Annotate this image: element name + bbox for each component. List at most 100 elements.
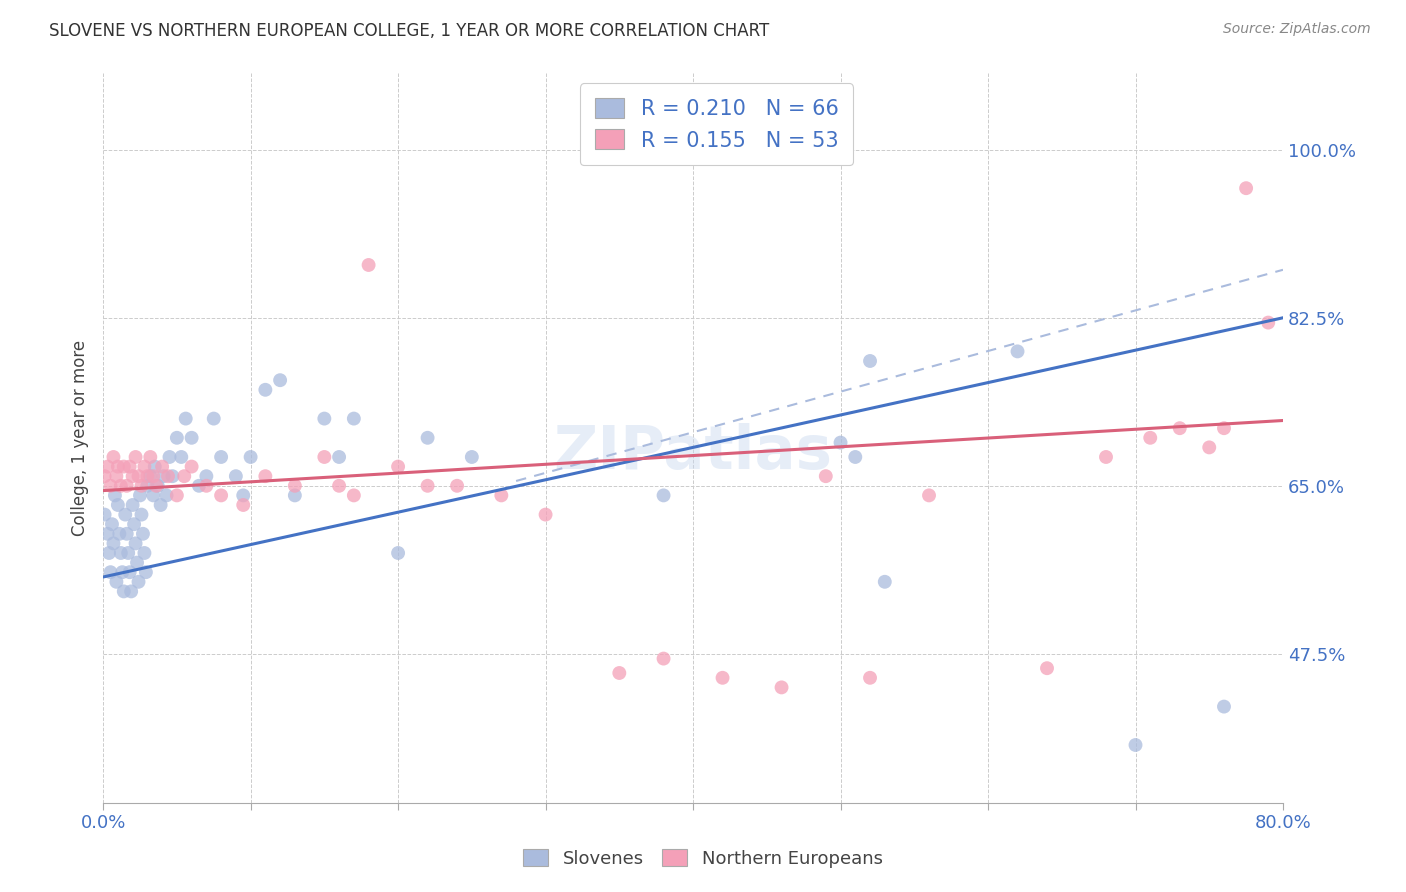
- Point: [115, 479, 138, 493]
- Point: [170, 450, 193, 464]
- Point: [108, 526, 131, 541]
- Point: [1168, 421, 1191, 435]
- Point: [139, 450, 162, 464]
- Point: [112, 584, 135, 599]
- Point: [120, 584, 142, 599]
- Point: [1036, 661, 1059, 675]
- Point: [1007, 344, 1029, 359]
- Point: [607, 665, 630, 680]
- Point: [100, 565, 122, 579]
- Point: [254, 383, 277, 397]
- Point: [1095, 450, 1118, 464]
- Point: [104, 488, 127, 502]
- Point: [149, 498, 172, 512]
- Point: [157, 469, 180, 483]
- Point: [652, 651, 675, 665]
- Point: [343, 411, 366, 425]
- Point: [124, 536, 146, 550]
- Point: [146, 479, 169, 493]
- Point: [284, 488, 307, 502]
- Point: [284, 479, 307, 493]
- Point: [1213, 421, 1236, 435]
- Point: [314, 411, 336, 425]
- Point: [93, 508, 115, 522]
- Point: [232, 498, 254, 512]
- Point: [1198, 441, 1220, 455]
- Point: [830, 435, 852, 450]
- Point: [711, 671, 734, 685]
- Point: [107, 498, 129, 512]
- Point: [129, 488, 152, 502]
- Point: [134, 546, 156, 560]
- Point: [328, 450, 350, 464]
- Point: [814, 469, 837, 483]
- Point: [844, 450, 866, 464]
- Legend: R = 0.210   N = 66, R = 0.155   N = 53: R = 0.210 N = 66, R = 0.155 N = 53: [581, 83, 853, 165]
- Point: [173, 469, 195, 483]
- Point: [101, 517, 124, 532]
- Point: [105, 574, 128, 589]
- Point: [125, 556, 148, 570]
- Point: [131, 479, 153, 493]
- Point: [131, 508, 153, 522]
- Point: [1257, 316, 1279, 330]
- Point: [328, 479, 350, 493]
- Point: [1139, 431, 1161, 445]
- Point: [491, 488, 513, 502]
- Point: [357, 258, 380, 272]
- Point: [152, 469, 174, 483]
- Point: [174, 411, 197, 425]
- Point: [110, 479, 132, 493]
- Point: [118, 459, 141, 474]
- Point: [98, 546, 121, 560]
- Point: [145, 479, 167, 493]
- Point: [105, 469, 128, 483]
- Point: [343, 488, 366, 502]
- Point: [111, 565, 134, 579]
- Point: [166, 488, 188, 502]
- Point: [150, 459, 173, 474]
- Text: SLOVENE VS NORTHERN EUROPEAN COLLEGE, 1 YEAR OR MORE CORRELATION CHART: SLOVENE VS NORTHERN EUROPEAN COLLEGE, 1 …: [49, 22, 769, 40]
- Point: [770, 681, 793, 695]
- Point: [142, 488, 165, 502]
- Point: [166, 431, 188, 445]
- Point: [387, 546, 409, 560]
- Point: [195, 479, 218, 493]
- Point: [1125, 738, 1147, 752]
- Legend: Slovenes, Northern Europeans: Slovenes, Northern Europeans: [512, 838, 894, 879]
- Point: [239, 450, 262, 464]
- Point: [225, 469, 247, 483]
- Point: [122, 517, 145, 532]
- Point: [124, 450, 146, 464]
- Point: [132, 526, 155, 541]
- Point: [121, 469, 143, 483]
- Point: [652, 488, 675, 502]
- Point: [103, 450, 125, 464]
- Point: [859, 354, 882, 368]
- Point: [114, 508, 136, 522]
- Point: [139, 469, 162, 483]
- Point: [209, 450, 232, 464]
- Point: [180, 459, 202, 474]
- Point: [446, 479, 468, 493]
- Point: [416, 431, 439, 445]
- Point: [180, 431, 202, 445]
- Point: [859, 671, 882, 685]
- Text: Source: ZipAtlas.com: Source: ZipAtlas.com: [1223, 22, 1371, 37]
- Point: [1213, 699, 1236, 714]
- Point: [314, 450, 336, 464]
- Point: [112, 459, 135, 474]
- Point: [195, 469, 218, 483]
- Point: [162, 469, 184, 483]
- Point: [159, 450, 181, 464]
- Point: [128, 574, 150, 589]
- Point: [143, 459, 166, 474]
- Point: [100, 479, 122, 493]
- Text: ZIPatlas: ZIPatlas: [554, 423, 832, 482]
- Point: [461, 450, 484, 464]
- Point: [873, 574, 896, 589]
- Point: [121, 498, 143, 512]
- Point: [269, 373, 291, 387]
- Point: [155, 488, 177, 502]
- Point: [134, 459, 156, 474]
